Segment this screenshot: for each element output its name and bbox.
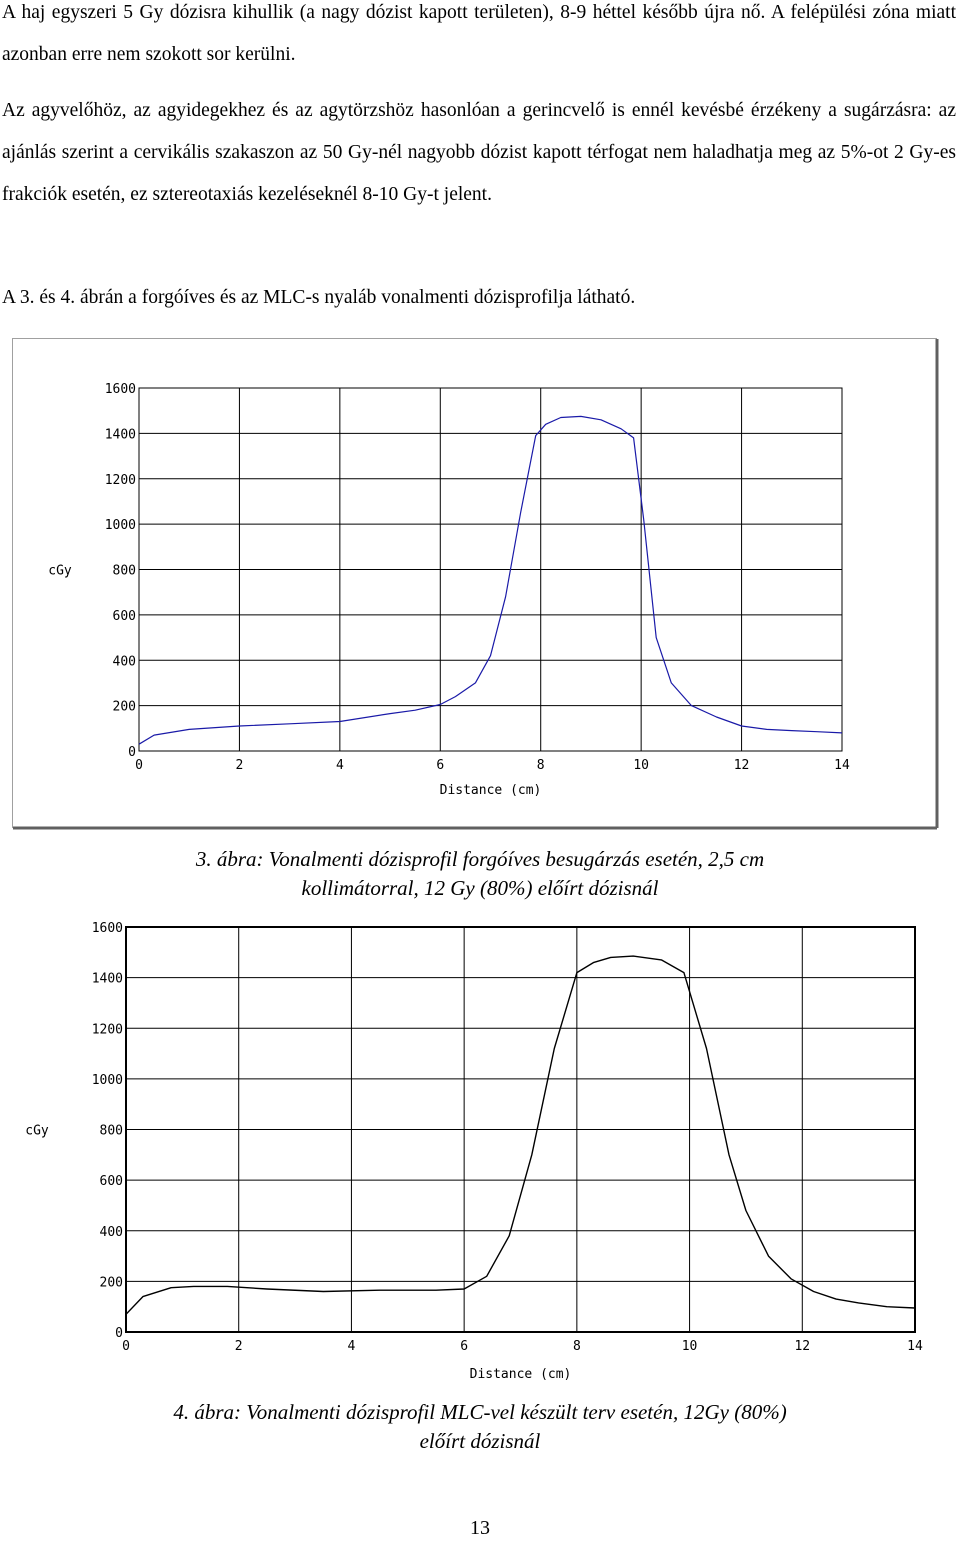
paragraph-1-text: A haj egyszeri 5 Gy dózisra kihullik (a …: [2, 2, 956, 65]
y-axis-label: cGy: [48, 564, 72, 579]
figure-3-caption: 3. ábra: Vonalmenti dózisprofil forgóíve…: [0, 845, 960, 903]
x-tick-label: 8: [573, 1339, 581, 1354]
y-tick-label: 800: [113, 564, 136, 579]
y-tick-label: 1200: [92, 1022, 123, 1037]
x-tick-label: 2: [236, 758, 244, 773]
figure-4-caption-line-2: előírt dózisnál: [419, 1429, 541, 1453]
plot-border: [125, 926, 916, 1333]
x-tick-label: 8: [537, 758, 545, 773]
figure-4-caption-line-1: 4. ábra: Vonalmenti dózisprofil MLC-vel …: [173, 1400, 787, 1424]
x-tick-label: 4: [348, 1339, 356, 1354]
figure-3: 0 2 4 6 8 10 12 14 0 200 400 600 800 1000 1200 1400 1600…: [12, 338, 942, 833]
x-tick-label: 0: [122, 1339, 130, 1354]
y-tick-label: 0: [115, 1326, 123, 1341]
x-tick-label: 0: [135, 758, 143, 773]
y-tick-label: 0: [128, 745, 136, 760]
y-tick-label: 1600: [105, 382, 136, 397]
y-tick-label: 600: [100, 1174, 123, 1189]
y-tick-label: 200: [113, 700, 136, 715]
y-tick-label: 1400: [92, 972, 123, 987]
x-tick-label: 4: [336, 758, 344, 773]
y-tick-label: 400: [113, 654, 136, 669]
y-axis-label: cGy: [25, 1124, 49, 1139]
y-tick-label: 1200: [105, 473, 136, 488]
paragraph-hair-loss: A haj egyszeri 5 Gy dózisra kihullik (a …: [2, 0, 956, 76]
y-tick-label: 200: [100, 1275, 123, 1290]
x-tick-label: 14: [834, 758, 850, 773]
figure-3-caption-line-2: kollimátorral, 12 Gy (80%) előírt dózisn…: [301, 876, 659, 900]
figure-4: 0 2 4 6 8 10 12 14 0 200 400 600 800 1000 1200 1400 1600…: [0, 905, 945, 1385]
dose-profile-line: [138, 415, 843, 745]
paragraph-2-text: Az agyvelőhöz, az agyidegekhez és az agy…: [2, 100, 956, 205]
x-tick-label: 12: [794, 1339, 810, 1354]
y-tick-label: 400: [100, 1225, 123, 1240]
figure-3-caption-line-1: 3. ábra: Vonalmenti dózisprofil forgóíve…: [195, 847, 765, 871]
y-tick-label: 1000: [92, 1073, 123, 1088]
paragraph-figure-intro: A 3. és 4. ábrán a forgóíves és az MLC-s…: [2, 277, 956, 319]
dose-profile-line: [125, 955, 916, 1315]
x-tick-label: 10: [633, 758, 649, 773]
y-tick-label: 1400: [105, 427, 136, 442]
x-tick-label: 6: [436, 758, 444, 773]
x-tick-label: 14: [907, 1339, 923, 1354]
x-tick-label: 10: [682, 1339, 698, 1354]
y-tick-label: 1000: [105, 518, 136, 533]
x-axis-label: Distance (cm): [440, 783, 542, 798]
x-tick-label: 12: [734, 758, 750, 773]
x-axis-label: Distance (cm): [470, 1367, 572, 1382]
x-tick-label: 2: [235, 1339, 243, 1354]
y-tick-label: 600: [113, 609, 136, 624]
paragraph-3-text: A 3. és 4. ábrán a forgóíves és az MLC-s…: [2, 287, 636, 308]
y-tick-label: 1600: [92, 921, 123, 936]
plot-border: [138, 387, 843, 752]
x-tick-label: 6: [460, 1339, 468, 1354]
page-number: 13: [470, 1517, 490, 1539]
figure-4-chart: 0 2 4 6 8 10 12 14 0 200 400 600 800 1000 1200 1400 1600…: [25, 921, 923, 1382]
figure-3-chart: 0 2 4 6 8 10 12 14 0 200 400 600 800 1000 1200 1400 1600…: [12, 338, 939, 830]
figure-4-caption: 4. ábra: Vonalmenti dózisprofil MLC-vel …: [0, 1398, 960, 1456]
y-tick-label: 800: [100, 1124, 123, 1139]
paragraph-spinal-cord: Az agyvelőhöz, az agyidegekhez és az agy…: [2, 90, 956, 216]
